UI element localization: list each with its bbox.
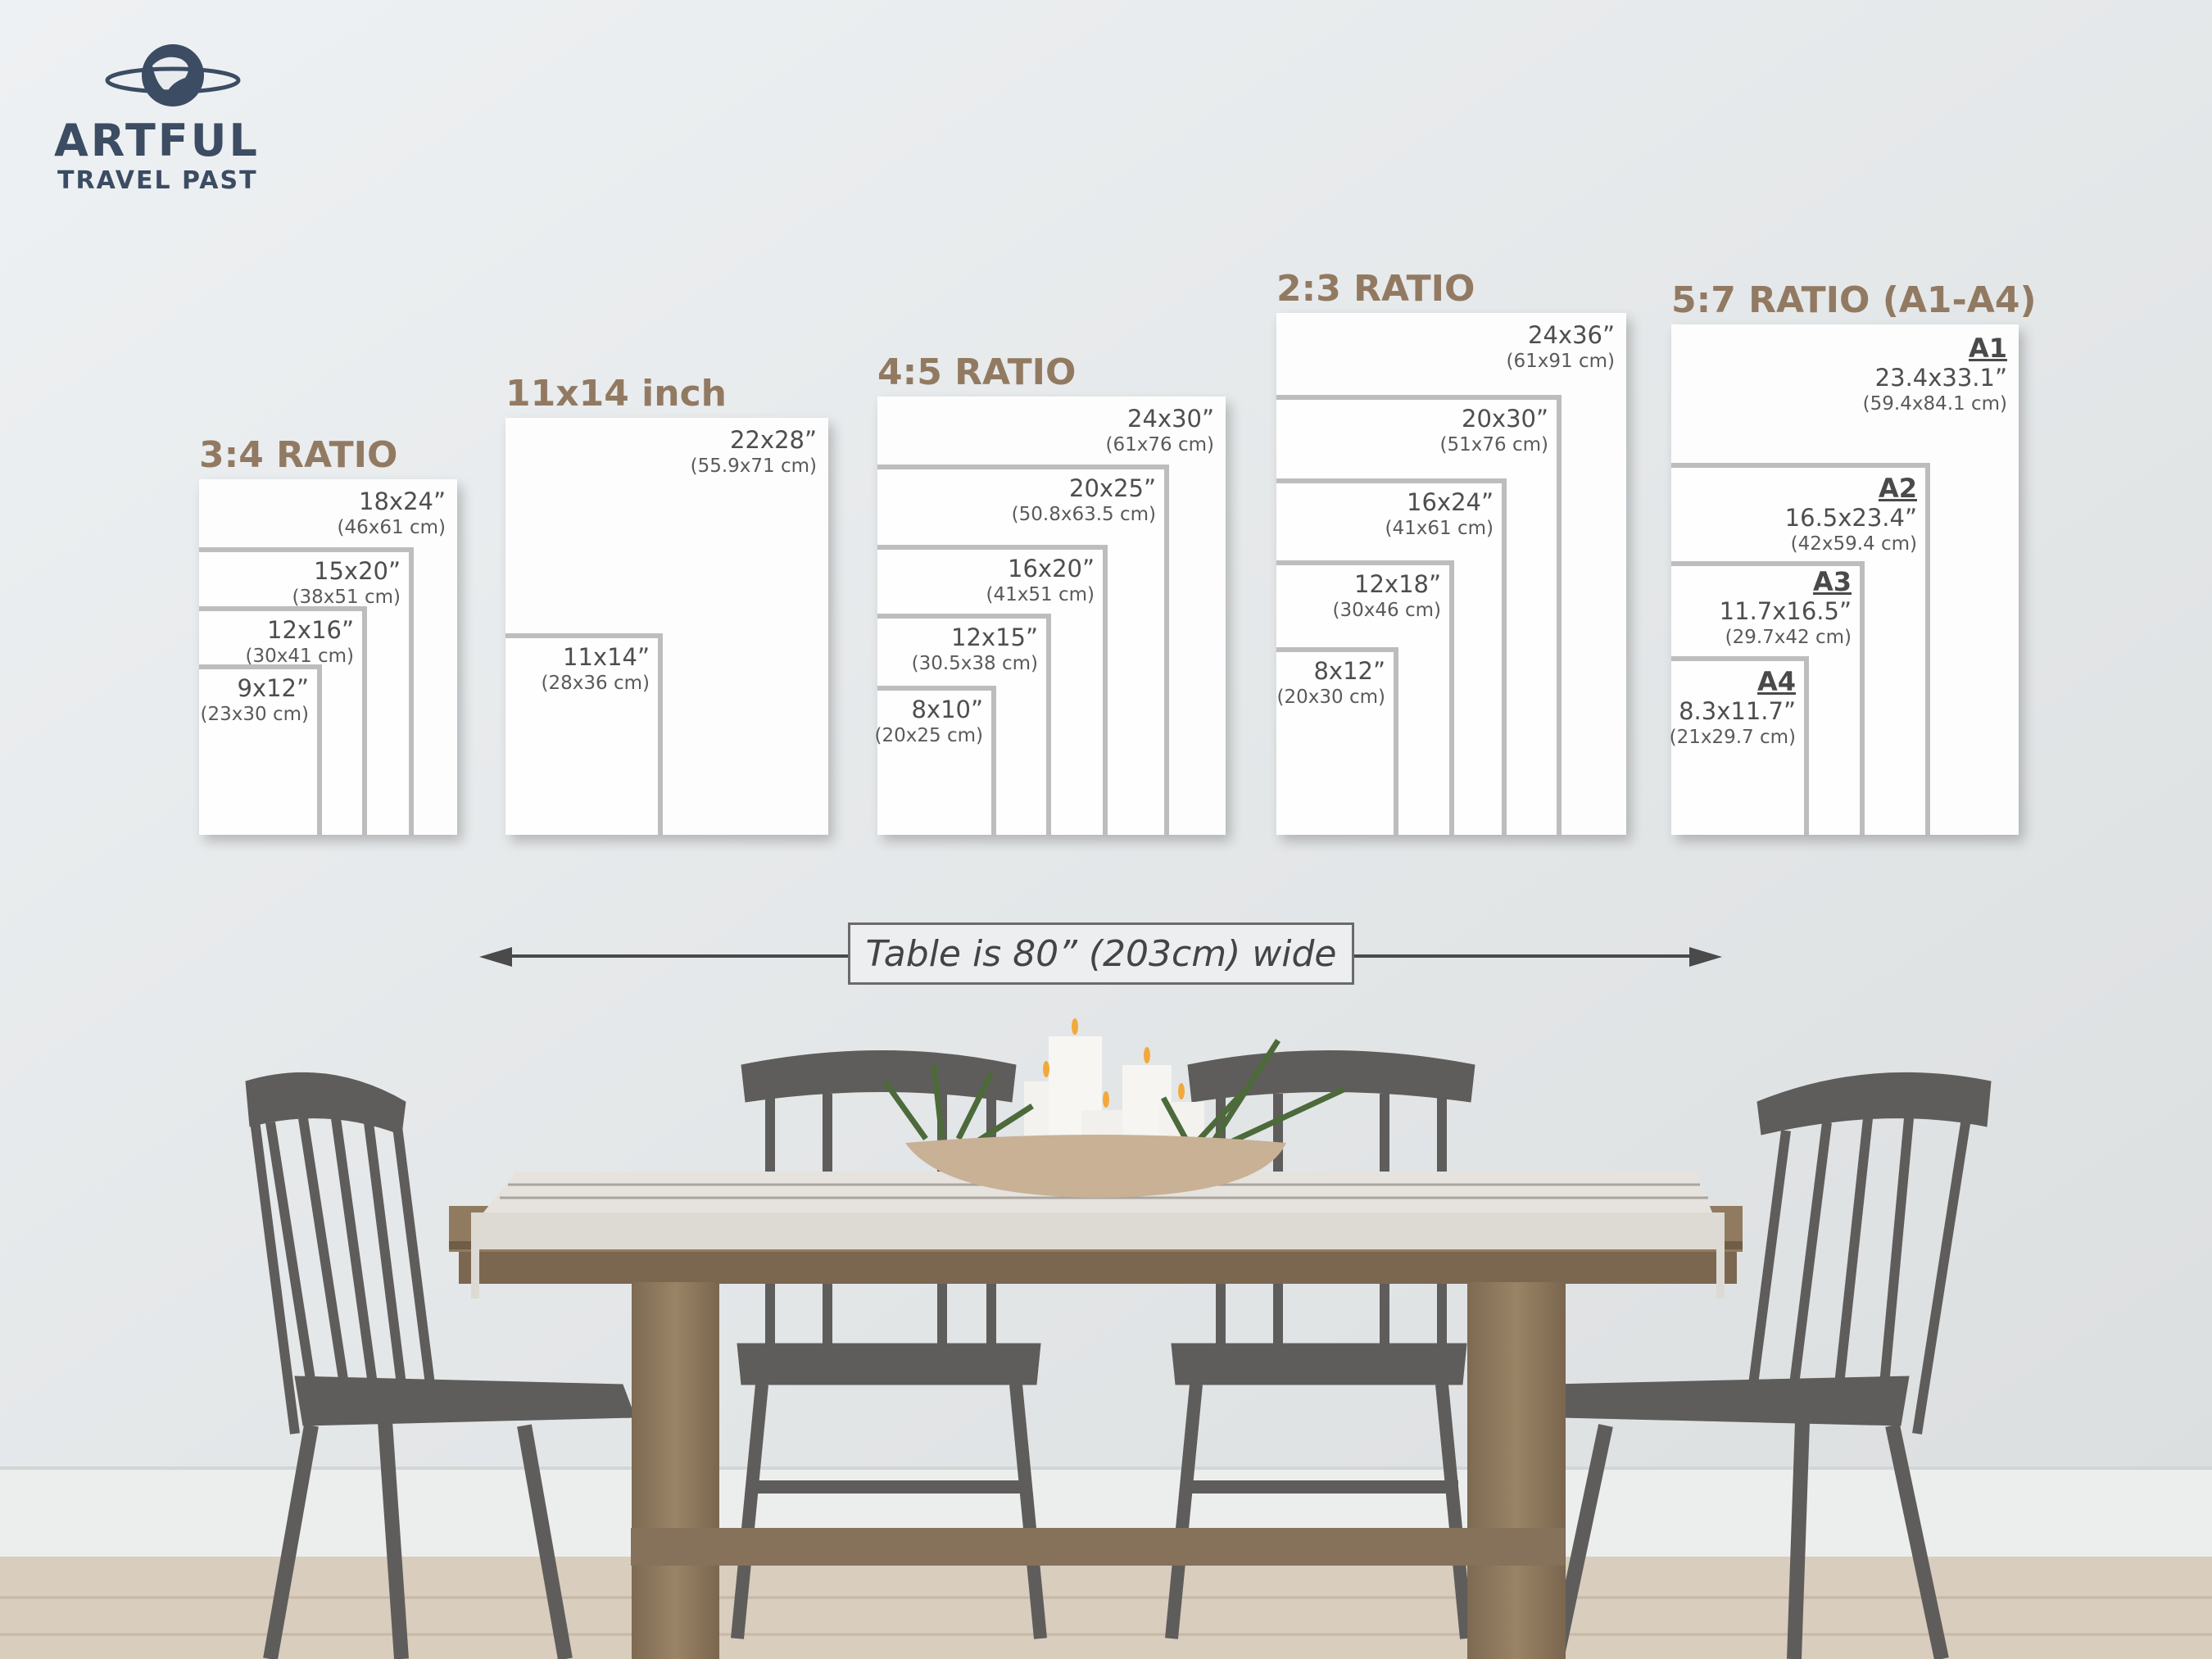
size-inch: 9x12” [237,674,309,702]
logo-name: ARTFUL [54,115,260,166]
size-cm: (41x61 cm) [1385,518,1494,539]
size-inch: 8.3x11.7” [1679,697,1796,725]
logo-tagline: TRAVEL PAST [57,166,258,195]
size-inch: 20x30” [1462,405,1548,433]
size-cm: (23x30 cm) [200,704,309,725]
size-cm: (55.9x71 cm) [690,456,817,477]
paper-size-name: A3 [1812,566,1852,597]
size-cm: (41x51 cm) [986,584,1095,605]
size-inch: 16.5x23.4” [1784,504,1917,532]
group-title: 2:3 RATIO [1276,268,1475,310]
arrow-line-right [1354,954,1711,958]
size-inch: 22x28” [730,426,817,454]
centerpiece [882,1018,1345,1198]
size-inch: 18x24” [359,487,446,515]
group-4-5-ratio: 4:5 RATIO 24x30” (61x76 cm) 20x25” (50.8x6… [874,351,1226,835]
chair-left [245,1072,636,1659]
size-inch: 16x24” [1407,488,1494,516]
size-cm: (38x51 cm) [292,587,401,608]
group-3-4-ratio: 3:4 RATIO 18x24” (46x61 cm) 15x20” (38x51 … [199,434,457,835]
group-2-3-ratio: 2:3 RATIO 24x36” (61x91 cm) 20x30” (51x76 … [1276,268,1626,835]
paper-size-name: A4 [1756,666,1796,697]
size-cm: (30.5x38 cm) [911,653,1038,674]
size-inch: 11x14” [563,643,650,671]
frame-9x12: 9x12” (23x30 cm) [199,664,322,835]
size-cm: (42x59.4 cm) [1790,533,1917,555]
size-cm: (28x36 cm) [541,673,650,694]
dining-table [449,1172,1743,1659]
size-cm: (29.7x42 cm) [1725,627,1852,648]
globe-icon [105,44,241,107]
size-inch: 12x15” [951,623,1038,651]
size-cm: (50.8x63.5 cm) [1011,504,1156,525]
size-cm: (20x25 cm) [874,725,983,746]
size-inch: 24x36” [1528,321,1615,349]
size-cm: (30x41 cm) [245,646,354,667]
size-cm: (59.4x84.1 cm) [1862,393,2007,415]
size-cm: (51x76 cm) [1439,434,1548,456]
group-11x14: 11x14 inch 22x28” (55.9x71 cm) 11x14” (28x… [505,373,828,835]
size-cm: (61x76 cm) [1105,434,1214,456]
size-inch: 11.7x16.5” [1719,597,1852,625]
size-cm: (20x30 cm) [1276,687,1385,708]
size-cm: (46x61 cm) [337,517,446,538]
group-title: 11x14 inch [505,373,727,415]
frame-8x10: 8x10” (20x25 cm) [874,686,996,835]
paper-size-name: A1 [1968,333,2007,364]
group-title: 4:5 RATIO [877,351,1077,393]
size-cm: (61x91 cm) [1506,351,1615,372]
size-inch: 23.4x33.1” [1874,364,2007,392]
group-title: 5:7 RATIO (A1-A4) [1671,279,2037,321]
size-inch: 15x20” [314,557,401,585]
group-title: 3:4 RATIO [199,434,398,476]
group-5-7-ratio: 5:7 RATIO (A1-A4) A1 23.4x33.1” (59.4x84.1… [1669,279,2037,835]
size-inch: 8x10” [911,696,983,723]
paper-size-name: A2 [1878,473,1917,504]
size-inch: 12x18” [1354,570,1441,598]
arrow-left-icon [479,947,512,967]
size-inch: 16x20” [1008,555,1095,582]
frame-a4: A4 8.3x11.7” (21x29.7 cm) [1669,656,1809,835]
arrow-right-icon [1689,947,1722,967]
size-inch: 8x12” [1313,657,1385,685]
size-inch: 20x25” [1069,474,1156,502]
size-cm: (30x46 cm) [1332,600,1441,621]
table-width-note: Table is 80” (203cm) wide [848,922,1354,985]
size-inch: 24x30” [1127,405,1214,433]
floor [0,1557,2212,1659]
frame-8x12: 8x12” (20x30 cm) [1276,647,1398,835]
frame-11x14: 11x14” (28x36 cm) [505,633,663,835]
arrow-line-left [492,954,848,958]
size-cm: (21x29.7 cm) [1669,727,1796,748]
size-inch: 12x16” [267,616,354,644]
